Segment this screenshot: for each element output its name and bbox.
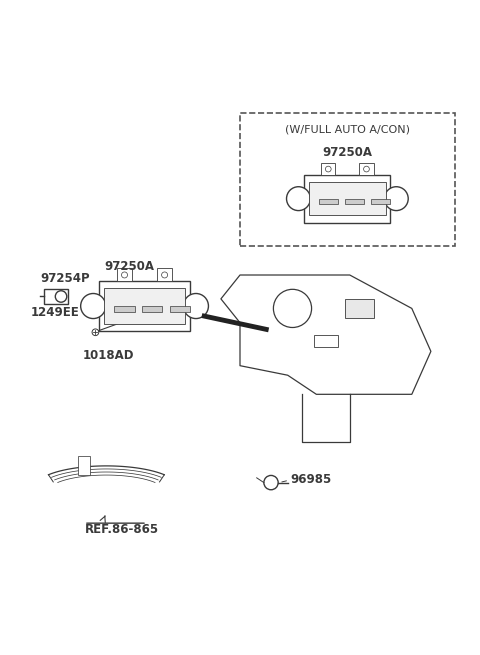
- Bar: [304, 175, 390, 223]
- Text: 97250A: 97250A: [104, 259, 154, 272]
- Circle shape: [274, 290, 312, 328]
- Circle shape: [55, 291, 67, 302]
- Bar: [142, 306, 162, 312]
- Text: (W/FULL AUTO A/CON): (W/FULL AUTO A/CON): [285, 124, 410, 135]
- Bar: [360, 163, 373, 175]
- Bar: [321, 163, 336, 175]
- Bar: [240, 113, 455, 246]
- Bar: [169, 306, 190, 312]
- Bar: [319, 198, 338, 204]
- Text: 1249EE: 1249EE: [31, 306, 80, 319]
- Bar: [99, 281, 190, 331]
- Circle shape: [364, 166, 369, 172]
- Circle shape: [162, 272, 168, 278]
- Circle shape: [92, 329, 99, 335]
- Circle shape: [264, 476, 278, 490]
- Circle shape: [121, 272, 128, 278]
- Text: 97250A: 97250A: [323, 146, 372, 159]
- Bar: [115, 306, 134, 312]
- Text: 1018AD: 1018AD: [83, 349, 134, 362]
- Bar: [345, 198, 364, 204]
- Bar: [157, 269, 172, 281]
- Bar: [105, 288, 185, 324]
- Circle shape: [325, 166, 331, 172]
- Bar: [44, 290, 68, 304]
- Circle shape: [287, 187, 311, 210]
- Bar: [371, 198, 390, 204]
- Bar: [309, 182, 385, 215]
- Text: REF.86-865: REF.86-865: [85, 523, 159, 536]
- Bar: [117, 269, 132, 281]
- Circle shape: [384, 187, 408, 210]
- Circle shape: [81, 293, 106, 318]
- Text: 96985: 96985: [290, 473, 331, 486]
- Bar: [314, 335, 338, 346]
- Circle shape: [183, 293, 208, 318]
- Bar: [345, 299, 373, 318]
- Text: 97254P: 97254P: [40, 272, 90, 284]
- Bar: [78, 457, 90, 476]
